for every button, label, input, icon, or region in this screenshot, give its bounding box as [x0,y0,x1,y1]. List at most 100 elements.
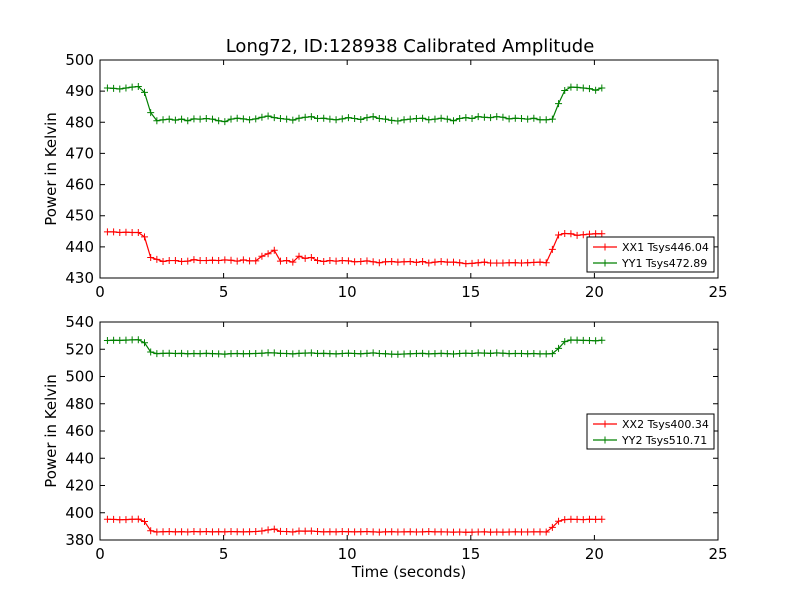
data-point [301,113,309,121]
data-point [425,350,433,358]
data-point [103,337,111,345]
data-point [382,115,390,123]
data-point [363,349,371,357]
data-point [326,350,334,358]
data-point [474,528,482,536]
data-point [419,349,427,357]
legend-label: YY2 Tsys510.71 [621,434,707,447]
data-point [208,528,216,536]
data-point [357,350,365,358]
data-point [431,350,439,358]
data-point [196,350,204,358]
data-point [190,256,198,264]
data-point [332,528,340,536]
y-tick-label: 440 [65,238,94,256]
data-point [598,336,606,344]
data-point [276,527,284,535]
data-point [258,349,266,357]
data-point [258,527,266,535]
data-point [215,528,223,536]
data-point [351,528,359,536]
data-point [159,257,167,265]
data-point [227,256,235,264]
data-point [153,255,161,263]
data-point [530,349,538,357]
data-point [437,349,445,357]
data-point [443,528,451,536]
data-point [400,116,408,124]
data-point [246,528,254,536]
data-point [493,528,501,536]
data-point [344,349,352,357]
data-point [437,528,445,536]
data-point [165,528,173,536]
data-point [412,528,420,536]
data-point [178,349,186,357]
data-point [147,109,155,117]
data-point [270,114,278,122]
data-point [122,228,130,236]
data-point [567,515,575,523]
data-point [363,114,371,122]
data-point [246,116,254,124]
data-point [283,257,291,265]
data-point [524,528,532,536]
data-point [548,115,556,123]
data-point [264,526,272,534]
data-point [326,257,334,265]
data-point [233,349,241,357]
y-tick-label: 450 [65,207,94,225]
data-point [307,253,315,261]
data-point [449,117,457,125]
data-point [388,350,396,358]
data-point [196,528,204,536]
data-point [258,252,266,260]
data-point [431,115,439,123]
y-axis-label: Power in Kelvin [42,374,60,488]
data-point [314,115,322,123]
data-point [592,515,600,523]
data-point [171,349,179,357]
data-point [344,257,352,265]
data-point [227,350,235,358]
data-point [122,84,130,92]
x-tick-label: 0 [95,283,105,301]
data-point [517,349,525,357]
data-point [202,257,210,265]
data-point [134,515,142,523]
data-point [159,528,167,536]
data-point [128,515,136,523]
data-point [116,229,124,237]
data-point [394,117,402,125]
data-point [555,100,563,108]
data-point [419,528,427,536]
data-point [122,336,130,344]
data-point [357,528,365,536]
data-point [400,350,408,358]
data-point [276,115,284,123]
data-point [437,114,445,122]
data-point [190,528,198,536]
data-point [233,114,241,122]
data-point [598,515,606,523]
data-point [536,528,544,536]
data-point [412,115,420,123]
data-point [511,259,519,267]
data-point [307,349,315,357]
data-point [462,528,470,536]
legend: XX2 Tsys400.34 YY2 Tsys510.71 [586,413,715,450]
data-point [406,115,414,123]
data-point [592,337,600,345]
data-point [184,257,192,265]
data-point [567,336,575,344]
data-point [542,528,550,536]
data-point [499,349,507,357]
data-point [474,113,482,121]
data-point [227,115,235,123]
data-point [208,256,216,264]
y-tick-label: 460 [65,422,94,440]
data-point [184,117,192,125]
data-point [573,83,581,91]
y-tick-label: 400 [65,504,94,522]
data-point [573,231,581,239]
